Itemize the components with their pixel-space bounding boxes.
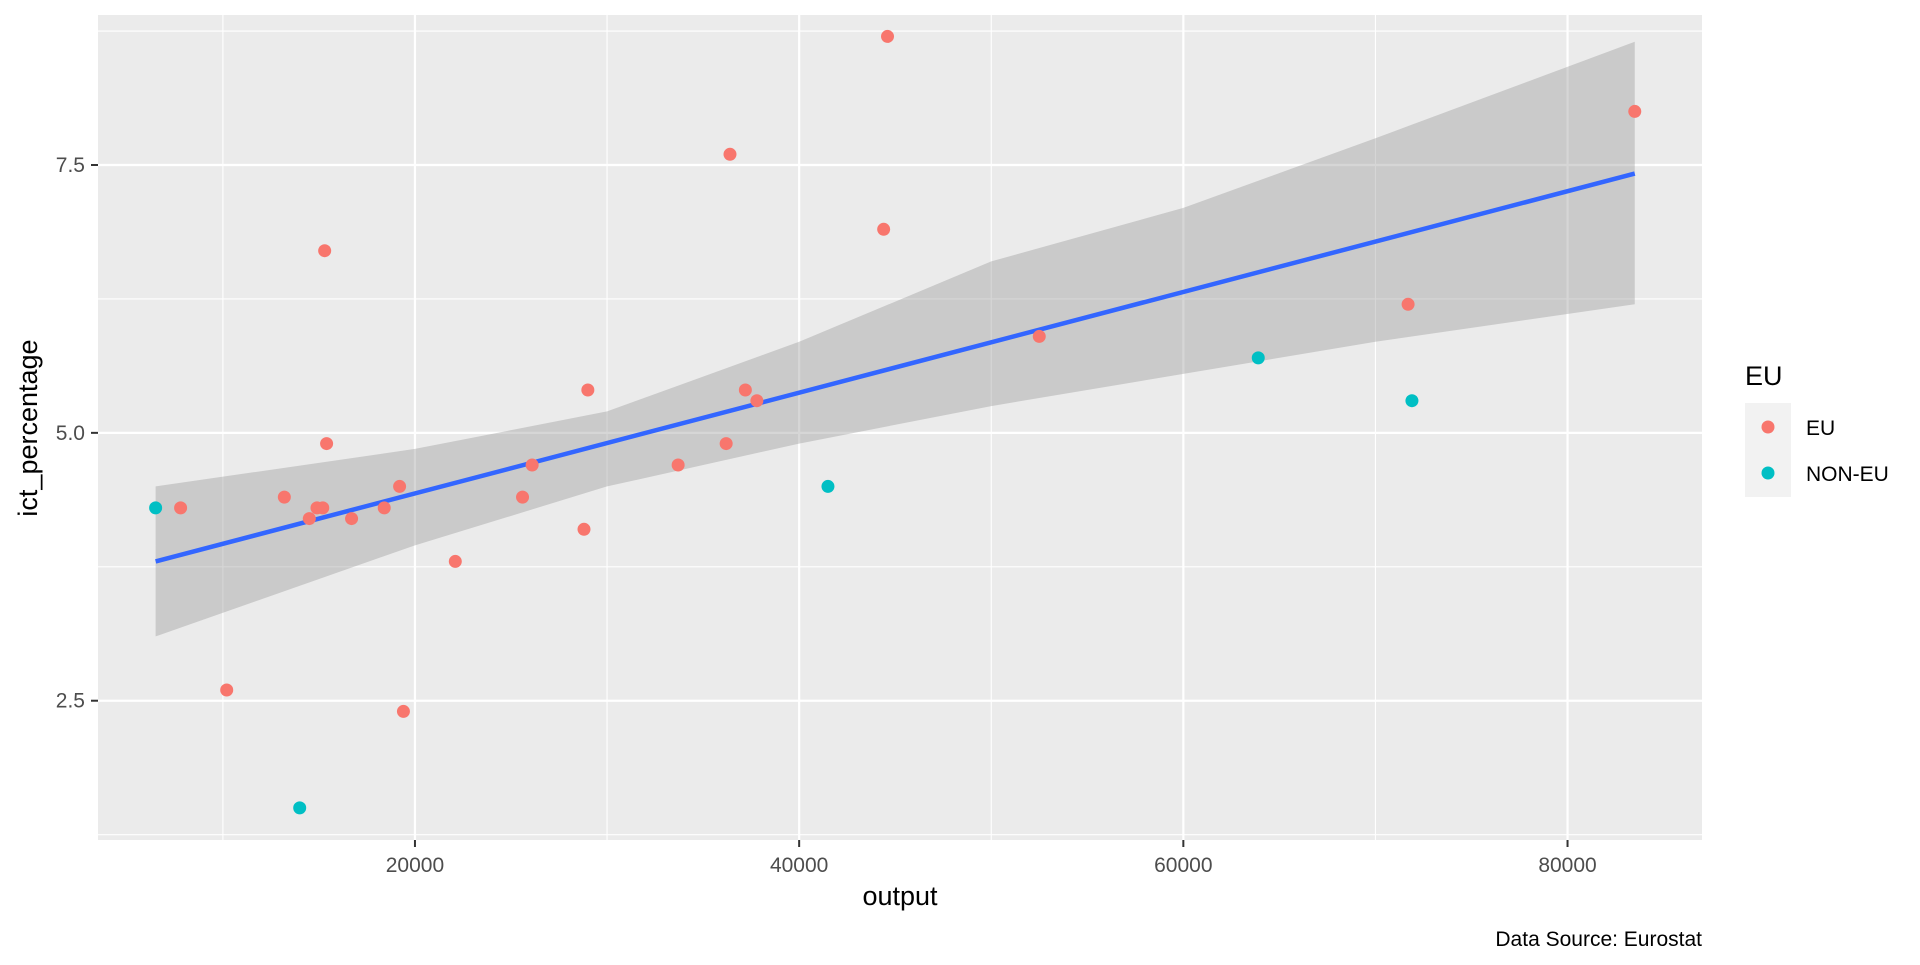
data-point (881, 29, 895, 43)
x-tick-label: 60000 (1154, 854, 1212, 877)
legend-title: EU (1745, 361, 1783, 391)
y-tick-label: 2.5 (56, 690, 85, 713)
legend-label-eu: EU (1806, 417, 1835, 440)
x-tick-label: 80000 (1538, 854, 1596, 877)
data-point (393, 479, 407, 493)
data-point (516, 490, 530, 504)
data-point (581, 383, 595, 397)
data-point (174, 501, 188, 515)
regression-line-path (155, 171, 1636, 564)
data-point (149, 501, 163, 515)
data-point (1251, 351, 1265, 365)
caption: Data Source: Eurostat (1495, 928, 1702, 951)
legend-key-eu (1761, 420, 1775, 434)
data-point (821, 479, 835, 493)
regression-line (155, 171, 1636, 564)
data-point (738, 383, 752, 397)
legend-key-bg (1745, 403, 1791, 497)
y-axis-ticks: 2.5 5.0 7.5 (56, 154, 98, 713)
data-point (377, 501, 391, 515)
data-point (320, 437, 334, 451)
data-point (1628, 104, 1642, 118)
plot-panel (98, 15, 1702, 840)
data-point (577, 522, 591, 536)
data-point (719, 437, 733, 451)
x-axis-ticks: 20000 40000 60000 80000 (386, 840, 1597, 877)
data-point (877, 222, 891, 236)
data-point (1032, 329, 1046, 343)
y-tick-label: 7.5 (56, 154, 85, 177)
data-point (345, 512, 359, 526)
confidence-band (155, 41, 1635, 637)
data-points (149, 29, 1642, 815)
legend: EU EU NON-EU (1745, 361, 1889, 497)
data-point (220, 683, 234, 697)
data-point (525, 458, 539, 472)
x-axis-title: output (862, 881, 938, 911)
y-tick-label: 5.0 (56, 422, 85, 445)
x-tick-label: 20000 (386, 854, 444, 877)
x-tick-label: 40000 (770, 854, 828, 877)
data-point (448, 554, 462, 568)
data-point (277, 490, 291, 504)
data-point (723, 147, 737, 161)
data-point (318, 244, 332, 258)
data-point (750, 394, 764, 408)
data-point (671, 458, 685, 472)
legend-label-non-eu: NON-EU (1806, 463, 1889, 486)
grid-major (98, 15, 1702, 840)
data-point (1405, 394, 1419, 408)
grid-minor (98, 15, 1702, 840)
data-point (396, 704, 410, 718)
y-axis-title: ict_percentage (13, 339, 43, 516)
confidence-band-area (155, 41, 1635, 637)
legend-key-non-eu (1761, 466, 1775, 480)
data-point (316, 501, 330, 515)
data-point (302, 512, 316, 526)
data-point (1401, 297, 1415, 311)
data-point (293, 801, 307, 815)
